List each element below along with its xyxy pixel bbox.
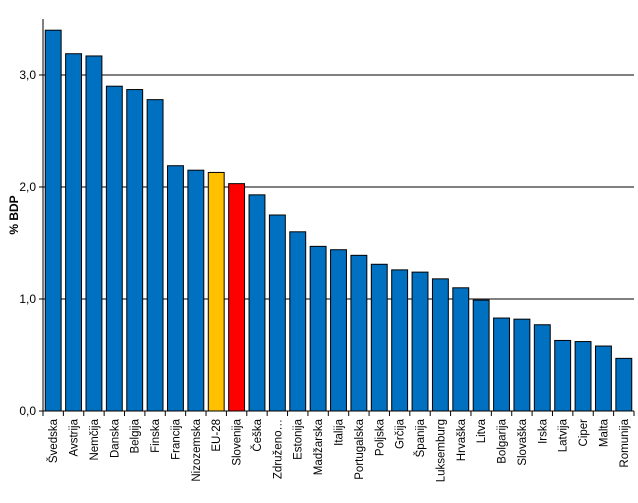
bars [44, 29, 633, 412]
category-label: Slovenija [232, 418, 244, 465]
category-label: Litva [476, 418, 488, 443]
bar [248, 194, 266, 412]
bar [187, 169, 205, 412]
bar [370, 263, 388, 412]
bar [411, 271, 429, 412]
category-label: Združeno… [272, 419, 284, 479]
bar [309, 245, 327, 412]
bar [513, 318, 531, 412]
bar [615, 357, 633, 412]
category-label: Finska [150, 418, 162, 452]
bar [452, 287, 470, 412]
category-label: Poljska [374, 418, 386, 456]
category-label: Irska [537, 418, 549, 444]
bar [574, 341, 592, 412]
category-label: Italija [334, 418, 346, 445]
category-label: Španija [414, 418, 427, 457]
category-label: Grčija [395, 418, 407, 449]
category-label: Ciper [578, 419, 590, 447]
y-tick-label: 2,0 [19, 180, 36, 194]
bar [330, 249, 347, 412]
y-tick-label: 0,0 [19, 404, 36, 418]
category-label: Romunija [619, 418, 631, 467]
bar [146, 99, 164, 412]
category-label: Hrvaška [456, 418, 468, 461]
category-label: Estonija [293, 418, 305, 460]
category-label: Luksemburg [435, 419, 447, 482]
y-tick-labels: 0,0 1,0 2,0 3,0 [19, 68, 36, 418]
bar [391, 269, 409, 412]
category-label: Malta [598, 418, 610, 447]
bar [105, 85, 123, 412]
category-label: Nemčija [89, 418, 101, 460]
bar [289, 231, 307, 412]
bar [350, 254, 368, 412]
y-axis-label: % BDP [7, 195, 21, 234]
bar [207, 171, 225, 412]
category-label: Latvija [558, 418, 570, 452]
bar [431, 278, 449, 412]
bar [228, 183, 246, 412]
y-tick-label: 3,0 [19, 68, 36, 82]
category-label: Bolgarija [497, 418, 509, 463]
bar [594, 345, 612, 412]
bar [44, 29, 62, 412]
category-label: Nizozemska [191, 418, 203, 481]
category-label: Češka [251, 418, 264, 451]
bar [85, 55, 103, 412]
category-label: Portugalska [354, 418, 366, 479]
axes [39, 19, 635, 416]
y-tick-label: 1,0 [19, 292, 36, 306]
category-label: Švedska [47, 418, 60, 463]
bar [126, 89, 144, 412]
bar [167, 165, 184, 412]
bar [533, 324, 551, 412]
category-labels: Švedska Avstrija Nemčija Danska Belgija Finsk… [47, 418, 631, 482]
category-label: Slovaška [517, 418, 529, 465]
category-label: Madžarska [313, 418, 325, 475]
bar [493, 317, 510, 412]
category-label: EU-28 [211, 419, 223, 452]
category-label: Avstrija [69, 418, 81, 456]
category-label: Danska [109, 418, 121, 458]
bar [554, 339, 572, 412]
bar [472, 299, 490, 412]
bar [65, 53, 83, 412]
category-label: Belgija [130, 418, 142, 453]
category-label: Francija [170, 418, 182, 460]
bar [268, 214, 286, 412]
